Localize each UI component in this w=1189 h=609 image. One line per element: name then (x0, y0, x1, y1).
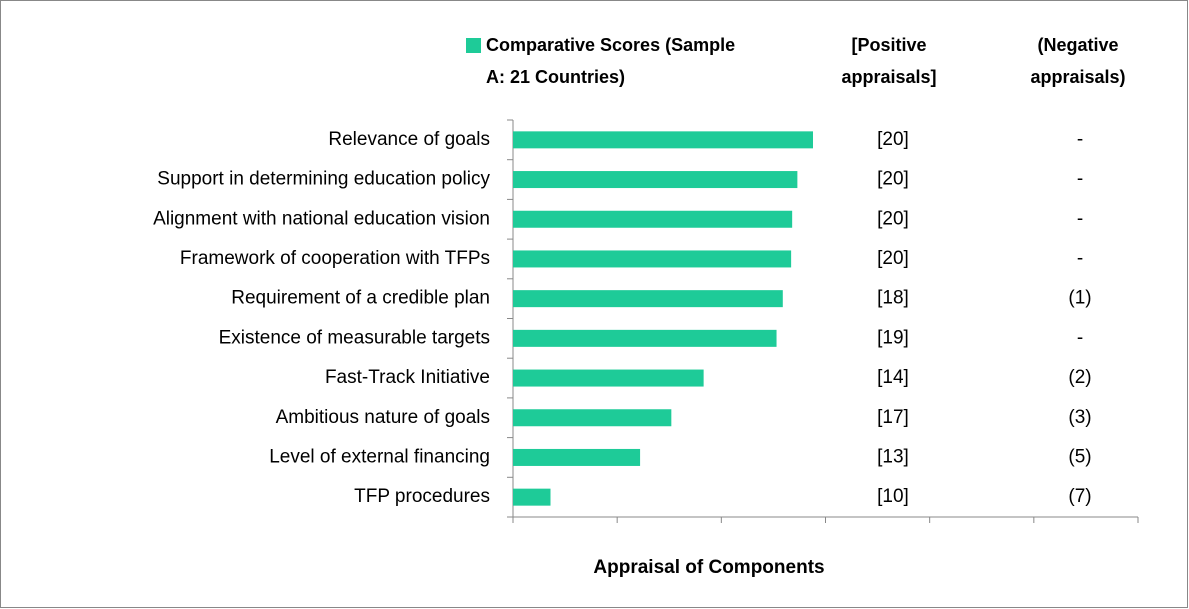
bar (513, 488, 551, 506)
y-tick-label: Alignment with national education vision (153, 208, 490, 229)
y-tick-label: Fast-Track Initiative (325, 367, 490, 388)
y-tick-label: Requirement of a credible plan (231, 288, 490, 309)
column-value: - (1077, 169, 1083, 190)
column-value: (3) (1068, 407, 1091, 428)
legend-label: Comparative Scores (Sample A: 21 Countri… (486, 35, 736, 87)
y-tick-label: Relevance of goals (328, 129, 490, 150)
column-header: (Negative appraisals) (1030, 35, 1126, 87)
column-value: (7) (1068, 486, 1091, 507)
bar (513, 409, 672, 427)
column-value: (1) (1068, 288, 1091, 309)
column-value: - (1077, 248, 1083, 269)
legend: Comparative Scores (Sample A: 21 Countri… (466, 29, 751, 93)
x-axis-label: Appraisal of Components (593, 557, 824, 578)
column-value: [19] (877, 327, 909, 348)
column-value: (2) (1068, 367, 1091, 388)
y-tick-label: Ambitious nature of goals (276, 407, 490, 428)
bar (513, 131, 813, 149)
column-value: [13] (877, 446, 909, 467)
column-value: [17] (877, 407, 909, 428)
bar (513, 369, 704, 387)
column-value: [18] (877, 288, 909, 309)
y-tick-label: Support in determining education policy (157, 169, 490, 190)
bar (513, 171, 798, 189)
y-tick-label: Framework of cooperation with TFPs (180, 248, 490, 269)
column-value: - (1077, 208, 1083, 229)
y-tick-label: Level of external financing (269, 446, 490, 467)
column-value: [20] (877, 169, 909, 190)
y-tick-label: Existence of measurable targets (219, 327, 490, 348)
column-value: [20] (877, 248, 909, 269)
bar (513, 210, 793, 228)
column-value: [20] (877, 129, 909, 150)
column-value: - (1077, 327, 1083, 348)
column-value: [20] (877, 208, 909, 229)
column-value: [10] (877, 486, 909, 507)
legend-swatch (466, 38, 481, 53)
column-value: (5) (1068, 446, 1091, 467)
bar (513, 250, 792, 268)
y-tick-label: TFP procedures (354, 486, 490, 507)
bar (513, 329, 777, 347)
column-header: [Positive appraisals] (841, 35, 937, 87)
column-value: - (1077, 129, 1083, 150)
bar (513, 290, 783, 308)
bar (513, 448, 641, 466)
column-value: [14] (877, 367, 909, 388)
